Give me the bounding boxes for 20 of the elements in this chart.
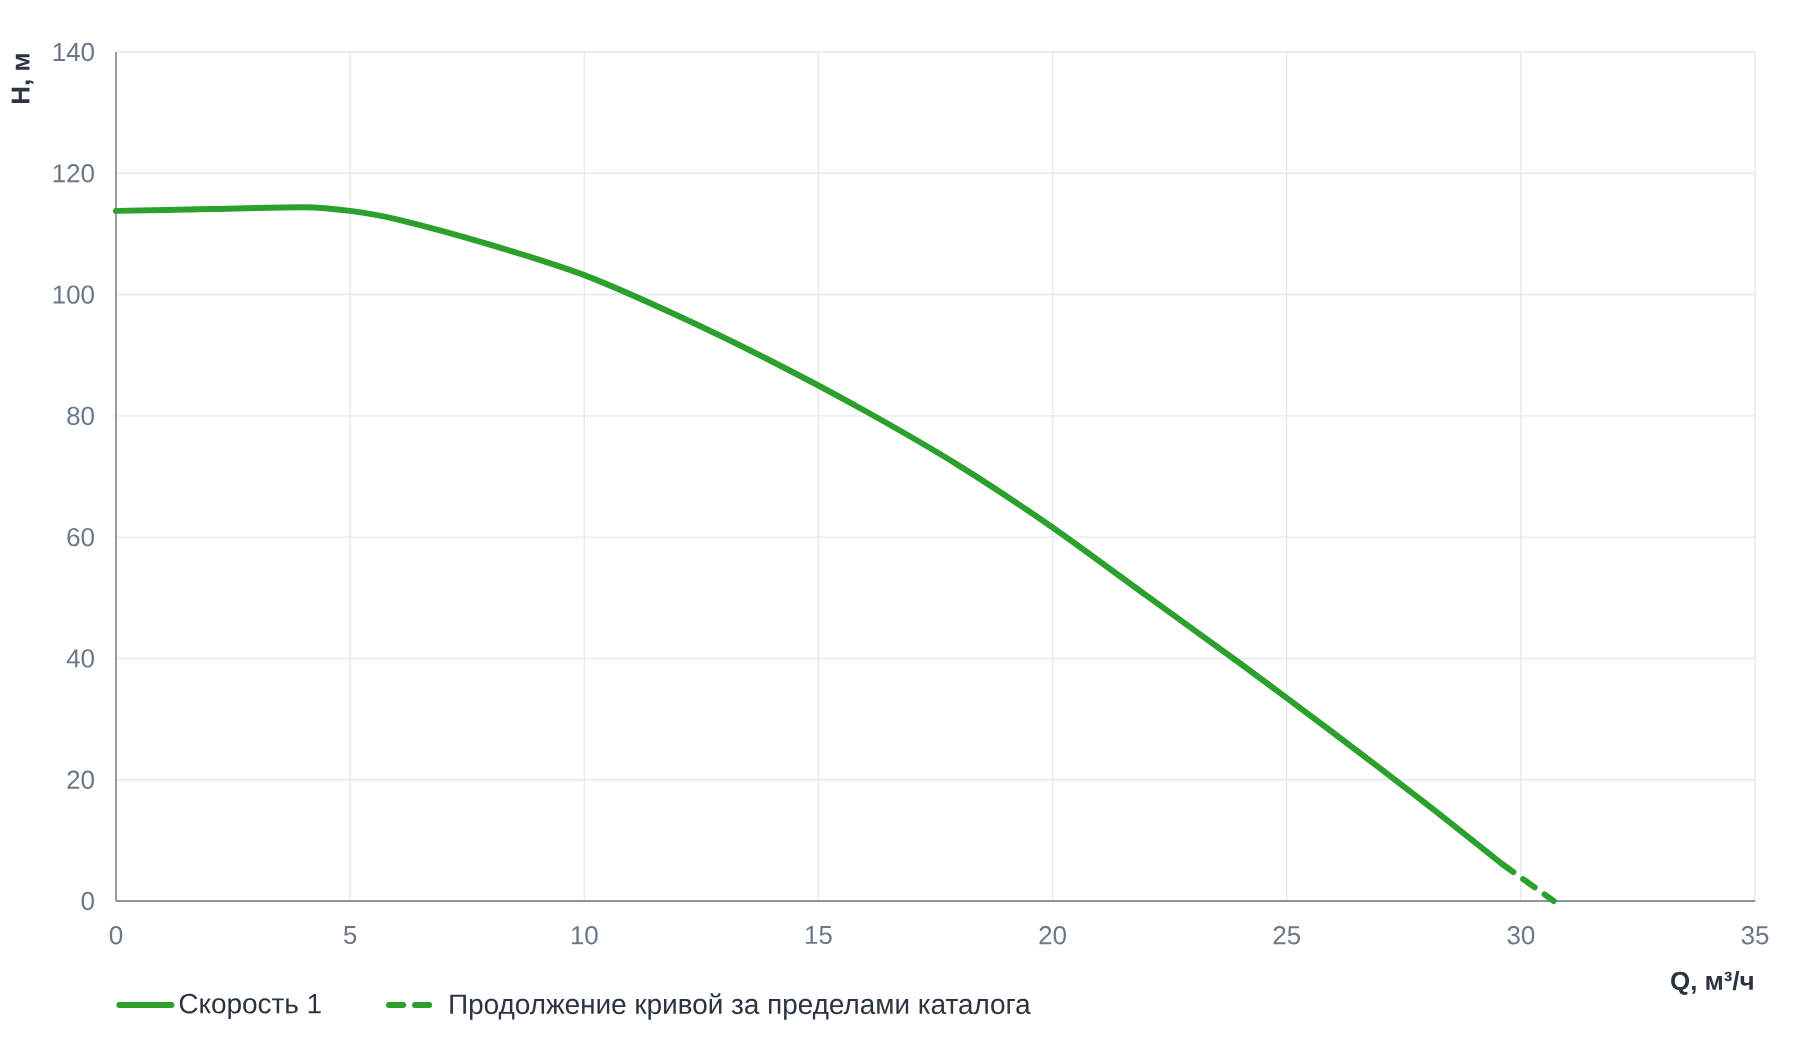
y-tick-label: 140	[53, 42, 94, 62]
y-tick-label: 100	[53, 285, 94, 304]
y-tick-label: 80	[67, 406, 94, 426]
x-axis-title: Q, м³/ч	[1671, 971, 1753, 995]
x-tick-label: 5	[343, 926, 357, 945]
x-tick-label: 25	[1273, 926, 1301, 945]
y-tick-label: 120	[53, 164, 94, 183]
y-tick-label: 0	[81, 891, 94, 911]
x-tick-label: 0	[109, 926, 123, 945]
x-tick-label: 30	[1507, 926, 1535, 945]
x-tick-label: 15	[806, 926, 832, 945]
legend-label: Скорость 1	[179, 993, 321, 1020]
x-tick-label: 10	[571, 926, 598, 945]
legend-label: Продолжение кривой за пределами каталога	[450, 993, 1031, 1020]
y-tick-label: 40	[66, 649, 94, 668]
x-tick-label: 35	[1741, 926, 1769, 945]
y-tick-label: 20	[67, 770, 94, 789]
y-axis-title: H, м	[11, 54, 34, 103]
y-tick-label: 60	[67, 527, 94, 547]
x-tick-label: 20	[1039, 926, 1066, 945]
